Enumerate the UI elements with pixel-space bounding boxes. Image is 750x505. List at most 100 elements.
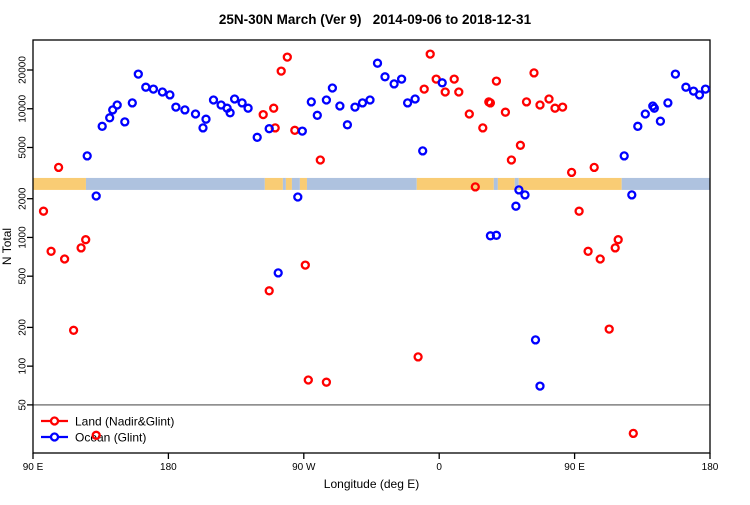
data-point-land — [470, 182, 480, 192]
data-point-land — [59, 254, 70, 264]
data-point-land — [464, 109, 474, 119]
data-point-ocean — [350, 102, 360, 112]
data-point-ocean — [342, 120, 353, 130]
data-point-land — [485, 98, 496, 108]
data-point-land — [557, 102, 568, 112]
strip-segment-ocean — [306, 177, 417, 190]
strip-segment-ocean — [493, 177, 498, 190]
strip-segment-land — [416, 177, 494, 190]
y-tick-label: 50 — [18, 399, 29, 411]
data-point-ocean — [535, 381, 545, 391]
land-ocean-strip — [33, 177, 710, 190]
data-point-ocean — [380, 72, 390, 82]
data-point-ocean — [243, 103, 253, 113]
data-point-ocean — [491, 230, 502, 240]
data-point-ocean — [655, 116, 666, 126]
data-point-ocean — [82, 151, 92, 161]
data-point-ocean — [190, 109, 201, 119]
data-point-land — [574, 206, 584, 216]
data-point-ocean — [91, 191, 101, 201]
data-point-ocean — [372, 58, 383, 68]
data-point-ocean — [306, 97, 316, 107]
y-tick-label: 200 — [18, 319, 29, 336]
data-point-land — [535, 100, 545, 110]
data-point-ocean — [108, 105, 118, 115]
data-point-land — [76, 243, 86, 253]
data-point-ocean — [327, 83, 338, 93]
data-point-ocean — [171, 102, 181, 112]
data-point-land — [500, 107, 511, 117]
data-point-ocean — [97, 121, 107, 131]
data-point-land — [544, 94, 554, 104]
data-point-land — [589, 162, 599, 173]
y-axis-title: N Total — [0, 228, 14, 265]
data-point-land — [604, 324, 614, 334]
data-point-land — [550, 103, 560, 113]
plot-box — [32, 39, 711, 454]
strip-segment-land — [33, 177, 86, 190]
data-point-ocean — [670, 69, 681, 79]
x-tick-label: 180 — [160, 462, 177, 473]
data-point-land — [413, 352, 423, 362]
data-point-land — [521, 97, 532, 107]
data-point-land — [595, 254, 605, 264]
strip-segment-ocean — [291, 177, 300, 190]
legend-ocean-marker-icon — [49, 432, 60, 442]
data-point-land — [454, 87, 464, 97]
axes: 90 E 180 90 W 0 90 E 180 50 100 200 500 1000 2000 50… — [18, 56, 719, 473]
data-point-ocean — [297, 126, 307, 136]
data-point-land — [440, 87, 450, 97]
data-point-ocean — [402, 98, 413, 108]
data-point-ocean — [208, 95, 219, 105]
strip-segment-ocean — [621, 177, 710, 190]
data-point-land — [81, 235, 91, 245]
data-point-land — [515, 140, 526, 150]
data-point-ocean — [157, 87, 168, 97]
data-point-ocean — [365, 95, 375, 105]
data-point-ocean — [180, 105, 190, 115]
data-point-land — [290, 125, 300, 135]
legend-land-marker-icon — [49, 416, 60, 426]
data-point-ocean — [357, 98, 368, 108]
strip-segment-land — [285, 177, 292, 190]
data-point-ocean — [511, 201, 521, 211]
x-tick-label: 0 — [436, 462, 442, 473]
x-tick-label: 90 E — [23, 462, 44, 473]
data-point-ocean — [141, 82, 151, 92]
data-point-land — [38, 206, 49, 216]
data-point-land — [321, 377, 332, 387]
data-point-ocean — [225, 108, 235, 118]
data-point-land — [419, 84, 429, 94]
data-point-ocean — [165, 90, 175, 100]
data-point-ocean — [252, 132, 262, 142]
strip-segment-ocean — [514, 177, 519, 190]
data-point-ocean — [321, 95, 332, 105]
data-point-ocean — [627, 190, 637, 200]
legend-ocean-label: Ocean (Glint) — [75, 431, 146, 445]
data-point-ocean — [335, 101, 345, 111]
data-point-ocean — [201, 114, 211, 124]
data-point-land — [491, 76, 502, 86]
data-point-ocean — [694, 90, 705, 100]
y-tick-label: 2000 — [18, 187, 29, 210]
strip-segment-ocean — [85, 177, 265, 190]
data-point-ocean — [264, 124, 274, 134]
data-point-ocean — [648, 101, 658, 111]
data-point-ocean — [681, 82, 691, 92]
data-point-ocean — [520, 190, 530, 200]
strip-segment-land — [264, 177, 283, 190]
y-tick-label: 100 — [18, 357, 29, 374]
data-point-land — [276, 66, 286, 76]
data-point-ocean — [410, 94, 420, 104]
data-point-ocean — [133, 69, 143, 79]
data-point-ocean — [229, 94, 240, 104]
data-point-ocean — [120, 117, 130, 127]
strip-segment-ocean — [282, 177, 286, 190]
data-point-ocean — [530, 335, 541, 345]
y-tick-label: 1000 — [18, 226, 29, 249]
strip-segment-land — [518, 177, 622, 190]
data-point-land — [506, 155, 517, 165]
data-point-land — [303, 375, 313, 385]
data-point-ocean — [293, 192, 303, 202]
